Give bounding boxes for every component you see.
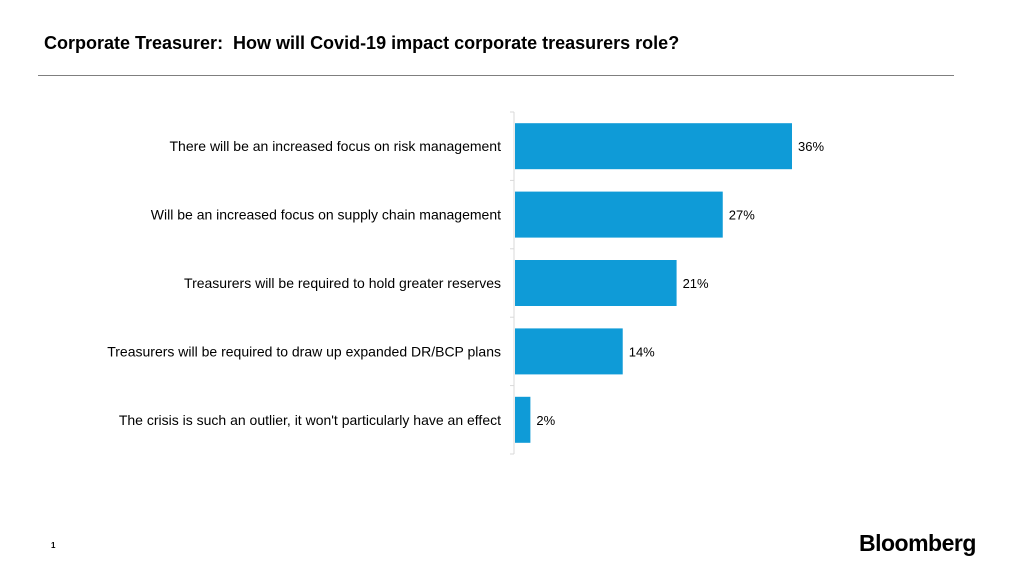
bar [515,191,723,238]
category-label: The crisis is such an outlier, it won't … [119,412,501,428]
category-label: Treasurers will be required to hold grea… [184,275,501,291]
category-label: There will be an increased focus on risk… [169,138,501,154]
data-label: 27% [729,208,755,223]
data-label: 14% [629,344,655,359]
data-label: 36% [798,139,824,154]
data-label: 2% [536,413,555,428]
page-title: Corporate Treasurer: How will Covid-19 i… [44,33,680,53]
bloomberg-logo: Bloomberg [859,530,976,556]
bar [515,328,623,375]
category-label: Treasurers will be required to draw up e… [107,343,501,359]
category-label: Will be an increased focus on supply cha… [151,207,501,223]
bar [515,123,792,170]
title-divider [38,75,954,76]
bar [515,260,677,306]
bar [515,396,531,443]
data-label: 21% [683,276,709,291]
page-number: 1 [51,541,56,550]
